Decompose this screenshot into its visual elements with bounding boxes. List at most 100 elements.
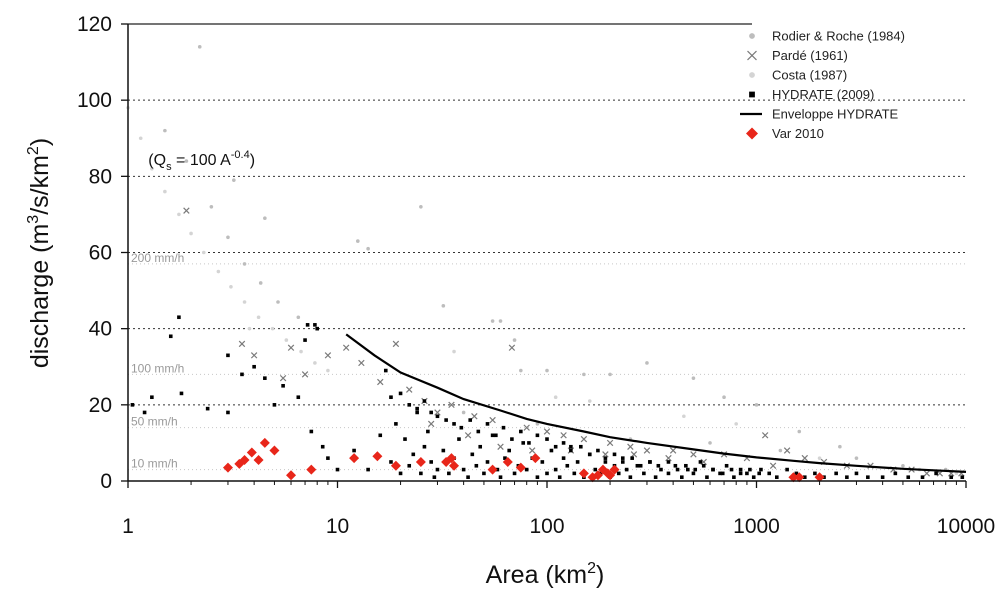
rodier-roche-1984-point xyxy=(276,300,280,304)
costa-1987-point xyxy=(817,456,822,460)
cross-stroke xyxy=(279,374,287,382)
pard-1961-point xyxy=(342,344,350,351)
hydrate-2009-point xyxy=(745,471,749,476)
hydrate-2009-point xyxy=(535,433,540,438)
hydrate-2009-point xyxy=(429,460,433,464)
hydrate-2009-point xyxy=(880,475,885,479)
hydrate-2009-point xyxy=(415,410,419,415)
cross-stroke xyxy=(560,432,567,439)
enveloppe-hydrate-curve xyxy=(345,333,967,473)
hydrate-2009-point xyxy=(653,475,658,479)
hydrate-2009-point xyxy=(366,467,370,472)
hydrate-2009-point xyxy=(893,471,898,476)
var-2010-point xyxy=(530,453,541,464)
hydrate-2009-point xyxy=(474,463,479,468)
hydrate-2009-point xyxy=(313,323,317,327)
rodier-roche-1984-point xyxy=(582,372,586,377)
legend-swatch-var-2010 xyxy=(746,127,758,140)
pard-1961-point xyxy=(464,432,472,439)
cross-stroke xyxy=(665,454,672,462)
x-axis-title: Area (km2) xyxy=(486,560,605,589)
hydrate-2009-point xyxy=(498,475,503,479)
var-2010-point xyxy=(269,445,280,456)
cross-stroke xyxy=(923,470,931,477)
rodier-roche-1984-point xyxy=(754,403,759,407)
hydrate-2009-point xyxy=(553,444,558,449)
var-2010-point xyxy=(390,460,401,471)
rodier-roche-1984-point xyxy=(645,361,649,365)
cross-stroke xyxy=(434,409,441,416)
hydrate-2009-point xyxy=(263,376,267,380)
var-2010-point xyxy=(592,470,603,481)
formula-annotation: (Qs = 100 A-0.4) xyxy=(148,149,255,173)
hydrate-2009-point xyxy=(142,410,147,415)
rodier-roche-1984-point xyxy=(258,281,263,285)
legend: Rodier & Roche (1984) Pardé (1961) Costa (… xyxy=(740,29,905,141)
var-2010-point xyxy=(415,456,426,467)
hydrate-2009-point xyxy=(422,399,427,403)
hydrate-2009-point xyxy=(429,410,433,415)
var-2010-point xyxy=(253,455,264,466)
hydrate-2009-point xyxy=(150,395,154,400)
hydrate-2009-point xyxy=(407,403,412,407)
pard-1961-point xyxy=(630,451,638,458)
hydrate-2009-point xyxy=(960,475,965,479)
pard-1961-point xyxy=(287,344,295,351)
cross-stroke xyxy=(643,447,651,454)
hydrate-2009-point xyxy=(738,467,743,472)
hydrate-2009-series xyxy=(130,315,965,479)
hydrate-2009-point xyxy=(226,410,230,415)
hydrate-2009-point xyxy=(303,338,307,342)
var-2010-point xyxy=(487,464,498,475)
y-tick-label: 60 xyxy=(89,242,112,265)
pard-1961-point xyxy=(769,462,777,469)
rodier-roche-1984-point xyxy=(242,262,247,266)
pard-1961-point xyxy=(690,451,697,458)
hydrate-2009-point xyxy=(490,433,495,438)
cross-stroke xyxy=(238,340,246,348)
hydrate-2009-point xyxy=(620,456,625,460)
costa-1987-point xyxy=(734,422,738,426)
cross-stroke xyxy=(783,447,791,454)
pard-1961-point xyxy=(669,447,677,454)
costa-1987-point xyxy=(313,361,317,365)
pard-1961-point xyxy=(508,344,516,351)
hydrate-2009-point xyxy=(177,315,181,320)
hydrate-2009-point xyxy=(705,475,709,479)
pard-1961-point xyxy=(923,470,931,477)
var-2010-point xyxy=(349,453,360,464)
var-2010-point xyxy=(259,437,270,448)
legend-swatch-costa-1987 xyxy=(749,72,755,78)
hydrate-2009-point xyxy=(751,475,756,479)
costa-1987-point xyxy=(150,166,154,171)
hydrate-2009-point xyxy=(272,403,277,407)
pard-1961-point xyxy=(523,424,530,431)
hydrate-2009-point xyxy=(698,460,703,464)
hydrate-2009-point xyxy=(419,471,423,476)
hydrate-2009-point xyxy=(466,475,470,479)
rodier-roche-1984-point xyxy=(498,319,503,323)
hydrate-2009-point xyxy=(320,444,325,449)
var-2010-point xyxy=(449,460,460,471)
cross-stroke xyxy=(630,451,638,458)
hydrate-2009-point xyxy=(444,418,448,422)
hydrate-2009-point xyxy=(748,467,752,472)
hydrate-2009-point xyxy=(407,463,412,468)
hydrate-2009-point xyxy=(593,467,598,472)
pard-1961-point xyxy=(627,443,634,450)
reference-label: 50 mm/h xyxy=(131,415,178,429)
hydrate-2009-point xyxy=(527,441,531,445)
hydrate-2009-point xyxy=(309,429,314,434)
cross-stroke xyxy=(427,420,435,428)
rodier-roche-1984-point xyxy=(519,368,523,373)
cross-stroke xyxy=(287,344,295,351)
y-tick-label: 80 xyxy=(89,165,112,188)
hydrate-2009-point xyxy=(561,441,566,445)
hydrate-2009-point xyxy=(720,471,725,476)
hydrate-2009-point xyxy=(179,391,184,396)
cross-stroke xyxy=(528,447,536,454)
cross-stroke xyxy=(464,432,472,439)
y-tick-label: 0 xyxy=(100,470,112,493)
